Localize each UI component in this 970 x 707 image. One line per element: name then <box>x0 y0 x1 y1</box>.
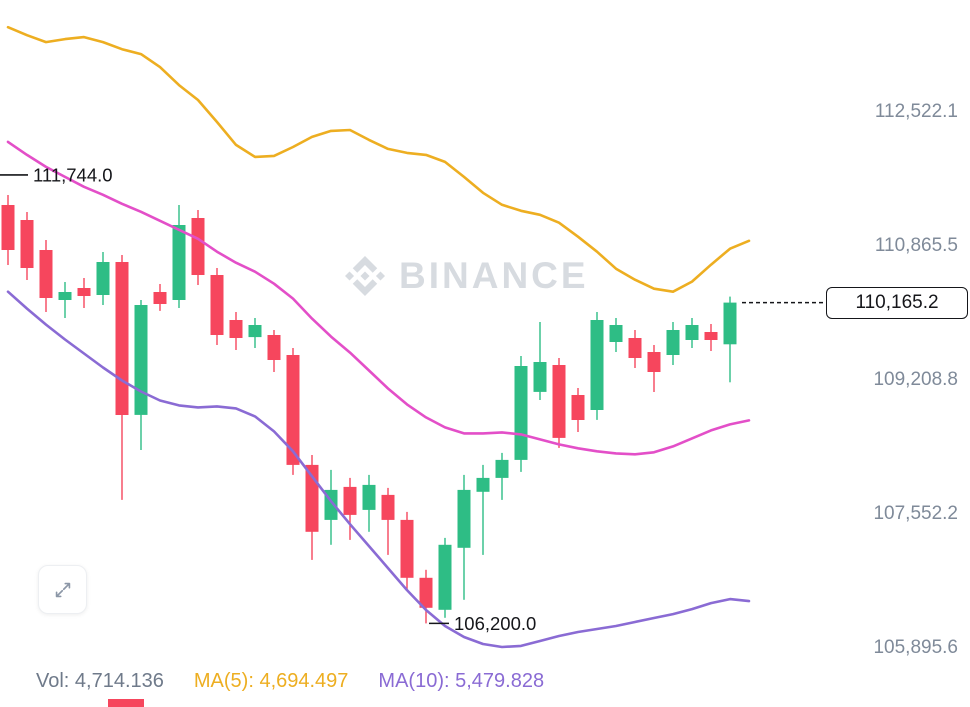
expand-icon <box>55 582 70 597</box>
volume-value-label: Vol: 4,714.136 <box>36 669 164 692</box>
expand-button[interactable] <box>38 565 87 614</box>
lower-band-line <box>6 290 751 649</box>
high-marker-label: 111,744.0 <box>33 164 113 185</box>
upper-band-line <box>6 25 751 294</box>
current-price-tag: 110,165.2 <box>826 286 968 319</box>
ma5-value-label: MA(5): 4,694.497 <box>193 669 349 692</box>
indicator-footer: Vol: 4,714.136 MA(5): 4,694.497 MA(10): … <box>0 662 970 700</box>
volume-bar-partial <box>108 699 144 707</box>
candlestick-series <box>1 195 737 624</box>
ma10-value-label: MA(10): 5,479.828 <box>378 669 545 692</box>
low-marker-label: 106,200.0 <box>454 613 536 634</box>
middle-band-line <box>6 140 751 456</box>
